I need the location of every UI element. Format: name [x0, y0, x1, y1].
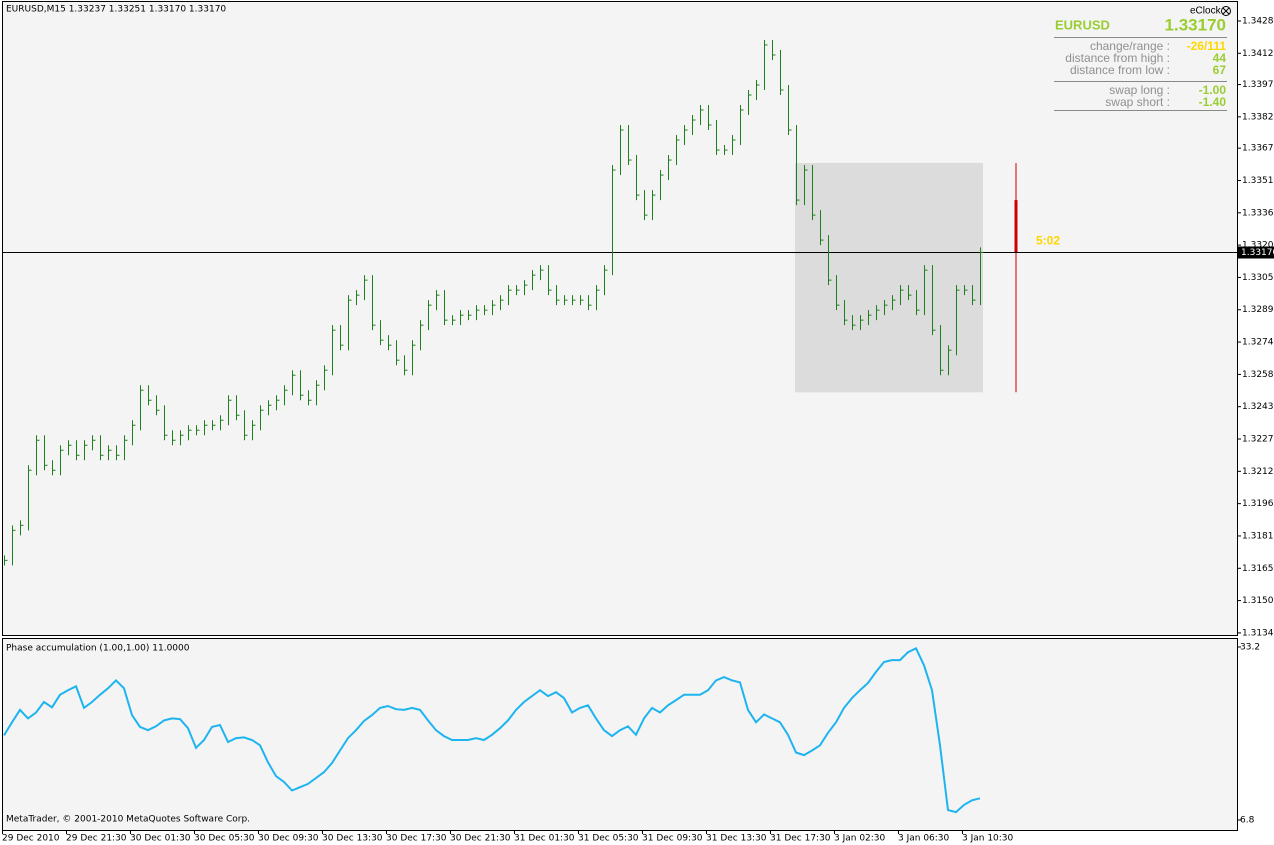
- info-price: 1.33170: [1165, 15, 1226, 34]
- indicator-line: [3, 646, 981, 814]
- x-tick-label: 3 Jan 10:30: [962, 834, 1014, 844]
- x-tick-label: 29 Dec 21:30: [66, 834, 127, 844]
- x-tick-label: 31 Dec 09:30: [642, 834, 703, 844]
- y-tick-label: 1.33820: [1242, 112, 1274, 122]
- range-box: [795, 162, 983, 393]
- timer: 5:02: [1036, 234, 1060, 248]
- info-row-label: distance from low :: [1070, 63, 1170, 77]
- y-tick-label: 1.34125: [1242, 49, 1274, 59]
- x-tick-label: 30 Dec 01:30: [130, 834, 191, 844]
- y-tick-label: 1.31345: [1242, 628, 1274, 638]
- x-tick-label: 30 Dec 05:30: [194, 834, 255, 844]
- y-tick-label: 1.33670: [1242, 144, 1274, 154]
- y-tick-label: 1.32740: [1242, 338, 1274, 348]
- x-tick-label: 31 Dec 01:30: [514, 834, 575, 844]
- x-tick-label: 30 Dec 17:30: [386, 834, 447, 844]
- x-tick-label: 31 Dec 05:30: [578, 834, 639, 844]
- info-row-label: change/range :: [1090, 39, 1170, 53]
- x-tick-label: 30 Dec 09:30: [258, 834, 319, 844]
- plot-layer: 5:02: [3, 39, 1237, 814]
- price-pane: [2, 1, 1238, 636]
- close-icon[interactable]: [1221, 6, 1231, 16]
- footer: MetaTrader, © 2001-2010 MetaQuotes Softw…: [6, 815, 250, 825]
- info-row-label: swap long :: [1109, 83, 1170, 97]
- current-price-label: 1.33170: [1241, 248, 1274, 258]
- current-price-box: [1238, 246, 1274, 259]
- y-tick-label: 1.32895: [1242, 305, 1274, 315]
- y-tick-label: 1.33515: [1242, 176, 1274, 186]
- y-tick-label: 1.33360: [1242, 208, 1274, 218]
- info-symbol: EURUSD: [1055, 17, 1110, 32]
- y-tick-label: 1.33205: [1242, 241, 1274, 251]
- y-tick-label: 1.31810: [1242, 531, 1274, 541]
- y-tick-label: 6.8: [1240, 815, 1255, 825]
- x-tick-label: 3 Jan 06:30: [898, 834, 950, 844]
- y-tick-label: 1.33975: [1242, 80, 1274, 90]
- y-tick-label: 1.31655: [1242, 564, 1274, 574]
- x-tick-label: 31 Dec 13:30: [706, 834, 767, 844]
- y-tick-label: 1.32430: [1242, 402, 1274, 412]
- indicator-title: Phase accumulation (1.00,1.00) 11.0000: [6, 644, 190, 654]
- x-tick-label: 31 Dec 17:30: [770, 834, 831, 844]
- info-row-label: swap short :: [1105, 95, 1170, 109]
- y-tick-label: 1.31965: [1242, 499, 1274, 509]
- y-tick-label: 1.32585: [1242, 370, 1274, 380]
- y-tick-label: 1.32120: [1242, 467, 1274, 477]
- info-row-value: 44: [1213, 51, 1227, 65]
- info-rows: change/range : -26/111 distance from high …: [1065, 39, 1226, 109]
- y-tick-label: 1.31500: [1242, 596, 1274, 606]
- close-icon-x[interactable]: [1222, 7, 1230, 15]
- info-panel: eClock EURUSD 1.33170 change/range : -26/…: [1054, 6, 1231, 111]
- y-tick-label: 1.34280: [1242, 16, 1274, 26]
- x-tick-label: 30 Dec 21:30: [450, 834, 511, 844]
- y-tick-label: 1.32275: [1242, 435, 1274, 445]
- x-tick-label: 29 Dec 2010: [2, 834, 60, 844]
- info-row-value: -26/111: [1187, 39, 1227, 53]
- y-tick-label: 33.2: [1240, 642, 1260, 652]
- symbol-header: EURUSD,M15 1.33237 1.33251 1.33170 1.331…: [6, 5, 226, 15]
- info-row-value: -1.00: [1199, 83, 1227, 97]
- eclock-label: eClock: [1190, 6, 1222, 17]
- x-tick-label: 30 Dec 13:30: [322, 834, 383, 844]
- info-row-label: distance from high :: [1065, 51, 1170, 65]
- info-row-value: 67: [1213, 63, 1227, 77]
- indicator-pane: [2, 638, 1238, 831]
- box-layer: [795, 162, 983, 393]
- x-tick-label: 3 Jan 02:30: [834, 834, 886, 844]
- info-row-value: -1.40: [1199, 95, 1227, 109]
- y-tick-label: 1.33050: [1242, 273, 1274, 283]
